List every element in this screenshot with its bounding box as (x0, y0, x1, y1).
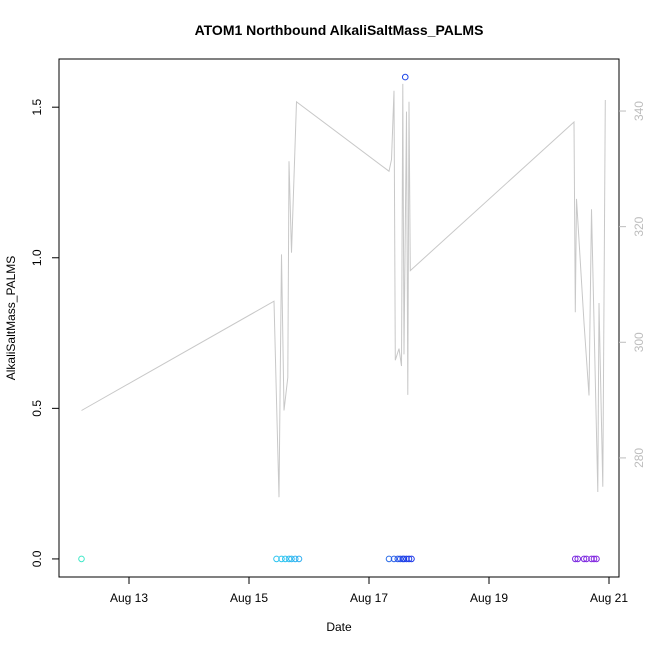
data-point-11 (396, 555, 404, 563)
y-left-tick-label-2: 1.0 (30, 249, 44, 266)
x-tick-label-0: Aug 13 (110, 591, 148, 605)
y-axis-left: 0.0 0.5 1.0 1.5 (30, 99, 59, 567)
x-tick-label-3: Aug 19 (470, 591, 508, 605)
data-point-7 (295, 555, 303, 563)
x-tick-label-1: Aug 15 (230, 591, 268, 605)
data-point-4 (285, 555, 293, 563)
y-right-tick-label-1: 300 (632, 332, 646, 352)
y-axis-label: AlkaliSaltMass_PALMS (4, 256, 18, 381)
data-point-1 (273, 555, 280, 563)
x-tick-label-4: Aug 21 (590, 591, 628, 605)
data-point-22 (588, 555, 595, 563)
data-point-20 (580, 555, 588, 563)
data-point-3 (281, 555, 289, 563)
data-point-13 (400, 555, 408, 563)
data-point-2 (278, 555, 285, 563)
y-left-tick-label-1: 0.5 (30, 400, 44, 417)
data-point-8 (385, 555, 393, 563)
y-right-tick-label-2: 320 (632, 216, 646, 236)
data-point-10 (394, 555, 402, 563)
x-tick-label-2: Aug 17 (350, 591, 388, 605)
data-point-0 (78, 555, 85, 563)
data-point-15 (405, 555, 413, 563)
y-left-tick-label-0: 0.0 (30, 550, 44, 567)
series-line-1 (81, 83, 606, 498)
data-point-14 (403, 555, 410, 563)
data-point-9 (390, 555, 398, 563)
point-series (78, 73, 600, 563)
x-axis: Aug 13 Aug 15 Aug 17 Aug 19 Aug 21 (110, 577, 628, 605)
plot-frame (58, 58, 620, 578)
y-left-tick-label-3: 1.5 (30, 99, 44, 116)
data-point-24 (593, 555, 600, 563)
data-point-21 (583, 555, 590, 563)
y-axis-right: 280 300 320 340 (619, 101, 646, 468)
data-point-17 (401, 73, 409, 81)
x-axis-label: Date (326, 620, 352, 634)
data-point-6 (291, 555, 299, 563)
y-right-tick-label-3: 340 (632, 101, 646, 121)
chart-title: ATOM1 Northbound AlkaliSaltMass_PALMS (195, 22, 484, 38)
data-point-23 (590, 555, 598, 563)
line-series (81, 83, 606, 498)
data-point-16 (408, 555, 415, 563)
data-point-5 (288, 555, 295, 563)
data-point-18 (571, 555, 579, 563)
data-point-19 (574, 555, 582, 563)
y-right-tick-label-0: 280 (632, 448, 646, 468)
